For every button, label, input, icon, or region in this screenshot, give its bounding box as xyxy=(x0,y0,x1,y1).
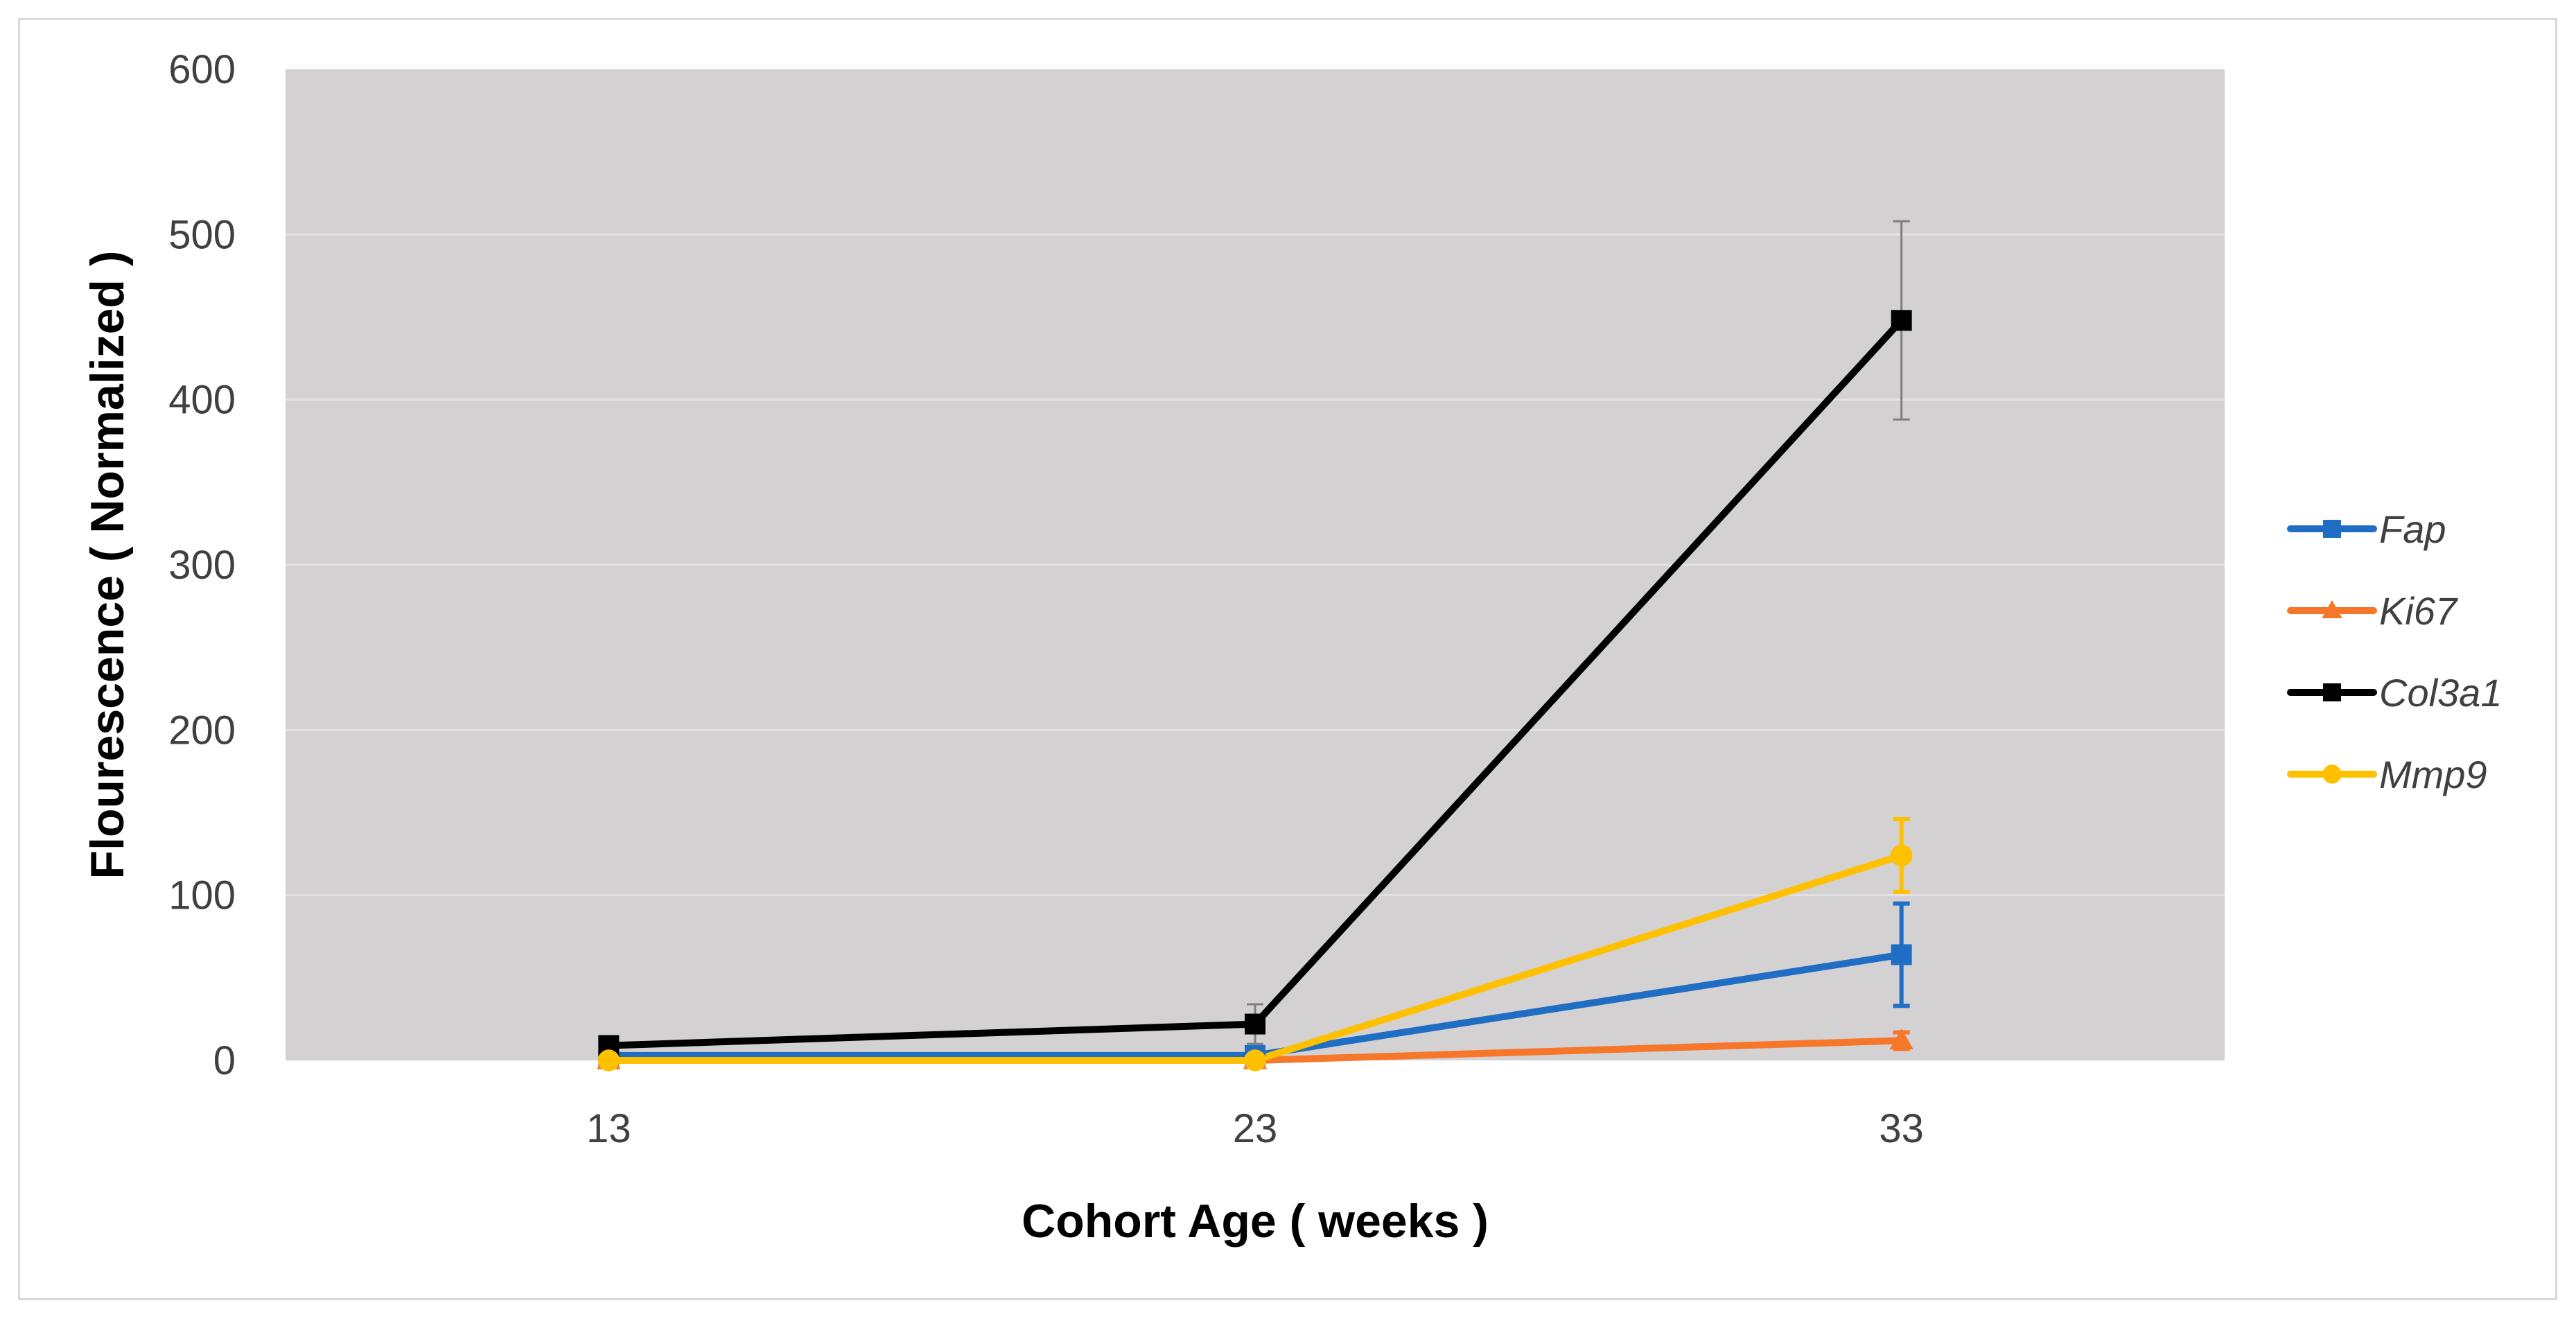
series-markers xyxy=(597,310,1913,1071)
legend-item-mmp9: Mmp9 xyxy=(2287,753,2487,796)
legend-label-ki67: Ki67 xyxy=(2379,589,2458,633)
x-tick-label-33: 33 xyxy=(1879,1106,1924,1151)
legend-item-fap: Fap xyxy=(2287,507,2446,551)
x-axis-ticks: 13 23 33 xyxy=(586,1106,1924,1151)
data-point-mmp9-23 xyxy=(1244,1049,1266,1071)
legend-swatch-marker-mmp9 xyxy=(2322,764,2342,784)
legend-label-mmp9: Mmp9 xyxy=(2379,753,2487,796)
x-axis-title: Cohort Age ( weeks ) xyxy=(1022,1195,1489,1248)
y-tick-label-100: 100 xyxy=(168,873,236,918)
x-tick-label-23: 23 xyxy=(1233,1106,1278,1151)
legend-label-fap: Fap xyxy=(2379,507,2446,551)
legend-swatch-marker-fap xyxy=(2323,520,2341,538)
legend-label-col3a1: Col3a1 xyxy=(2379,671,2502,715)
data-point-mmp9-33 xyxy=(1890,844,1913,867)
data-point-mmp9-13 xyxy=(597,1049,620,1071)
y-tick-label-500: 500 xyxy=(168,212,236,257)
data-point-col3a1-33 xyxy=(1891,310,1912,331)
data-point-fap-33 xyxy=(1891,944,1912,965)
legend-item-col3a1: Col3a1 xyxy=(2287,671,2502,715)
legend-item-ki67: Ki67 xyxy=(2287,589,2458,633)
y-axis-ticks: 0 100 200 300 400 500 600 xyxy=(168,47,236,1083)
y-tick-label-300: 300 xyxy=(168,543,236,588)
y-axis-title: Flourescence ( Normalized ) xyxy=(81,251,134,880)
legend-swatch-marker-col3a1 xyxy=(2323,683,2341,701)
data-point-ki67-33 xyxy=(1889,1029,1913,1050)
x-tick-label-13: 13 xyxy=(586,1106,631,1151)
y-tick-label-600: 600 xyxy=(168,47,236,92)
legend: Fap Ki67 Col3a1 Mmp9 xyxy=(2287,507,2502,796)
y-tick-label-400: 400 xyxy=(168,378,236,423)
legend-swatch-marker-ki67 xyxy=(2322,600,2342,619)
y-tick-label-0: 0 xyxy=(213,1038,236,1083)
data-point-col3a1-23 xyxy=(1245,1013,1265,1035)
y-tick-label-200: 200 xyxy=(168,708,236,753)
